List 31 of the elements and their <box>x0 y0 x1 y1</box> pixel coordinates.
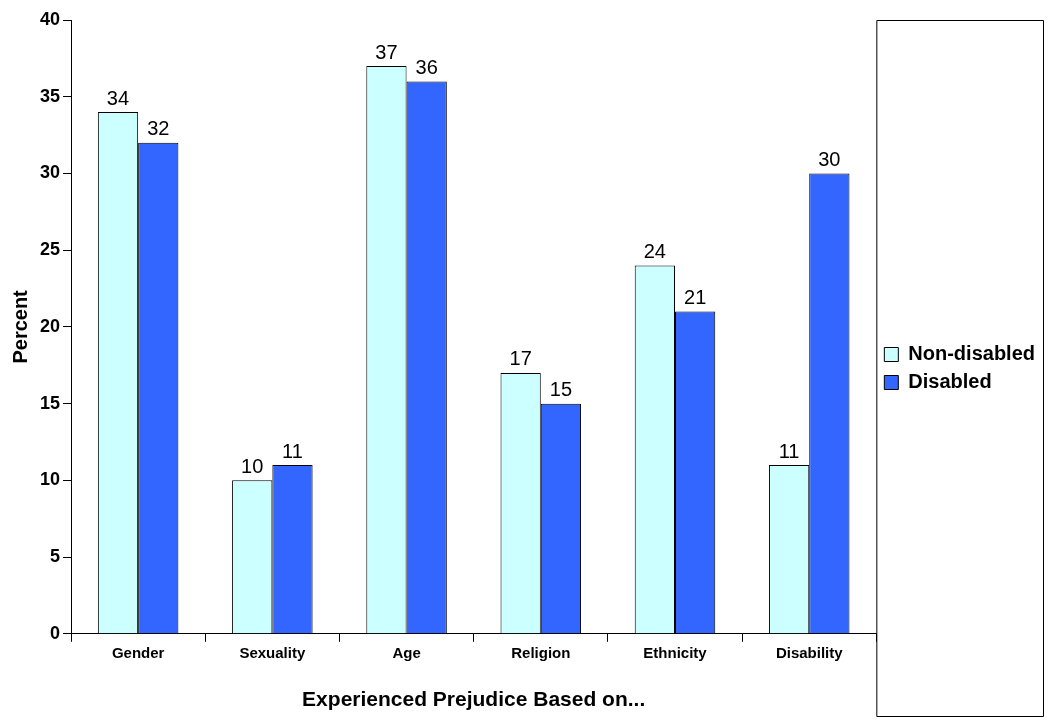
x-tick-label: Religion <box>511 643 571 661</box>
data-label: 36 <box>415 55 438 78</box>
y-tick-label: 30 <box>39 162 61 183</box>
y-tick-label: 40 <box>39 8 61 29</box>
data-label: 24 <box>643 240 666 263</box>
data-label: 11 <box>282 439 303 462</box>
data-label: 37 <box>375 40 398 63</box>
data-label: 15 <box>549 378 573 401</box>
data-label: 21 <box>684 286 707 309</box>
data-label: 10 <box>241 454 264 477</box>
data-label: 34 <box>106 86 130 109</box>
x-tick-label: Gender <box>111 643 165 661</box>
data-label: 32 <box>147 117 170 140</box>
y-tick-label: 0 <box>50 622 61 643</box>
y-tick-label: 15 <box>39 392 61 413</box>
x-tick-label: Ethnicity <box>643 643 708 661</box>
y-tick-label: 35 <box>39 85 61 106</box>
y-tick-label: 20 <box>39 315 61 336</box>
y-tick-label: 25 <box>39 239 61 260</box>
legend-label: Non-disabled <box>908 342 1035 365</box>
y-tick-label: 5 <box>50 546 61 567</box>
x-axis-title: Experienced Prejudice Based on... <box>302 687 646 711</box>
data-label: 30 <box>818 147 841 170</box>
y-axis-title: Percent <box>8 289 31 364</box>
x-tick-label: Sexuality <box>239 643 306 661</box>
y-tick-label: 10 <box>39 469 61 490</box>
data-label: 17 <box>509 347 532 370</box>
legend-label: Disabled <box>908 370 992 393</box>
x-tick-label: Age <box>392 643 421 661</box>
data-label: 11 <box>778 439 800 462</box>
x-tick-label: Disability <box>775 643 844 661</box>
